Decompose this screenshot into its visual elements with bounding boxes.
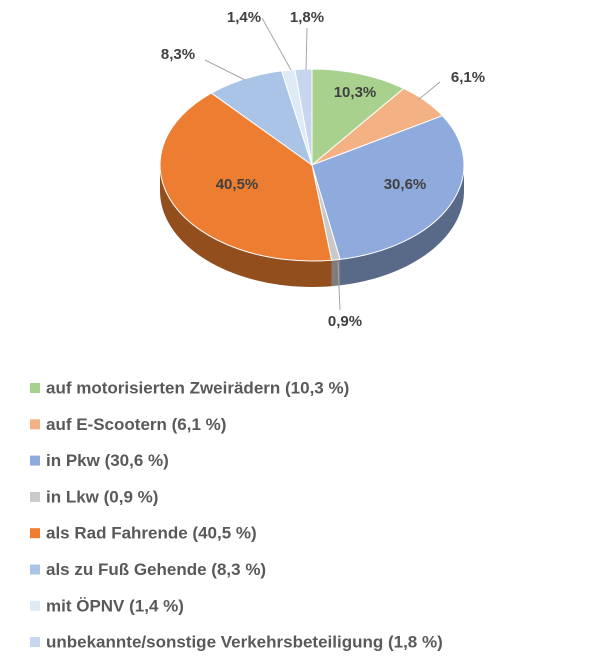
leader-line bbox=[305, 27, 308, 71]
legend-label: unbekannte/sonstige Verkehrsbeteiligung … bbox=[46, 633, 443, 652]
data-label: 8,3% bbox=[161, 46, 195, 63]
legend-label: als Rad Fahrende (40,5 %) bbox=[46, 524, 257, 543]
data-label: 0,9% bbox=[328, 313, 362, 330]
legend-swatch bbox=[30, 419, 40, 430]
slice-side bbox=[340, 165, 464, 286]
legend-swatch bbox=[30, 564, 40, 575]
slice-side bbox=[160, 165, 332, 287]
legend-swatch bbox=[30, 455, 40, 466]
leader-line bbox=[204, 59, 246, 81]
legend-label: als zu Fuß Gehende (8,3 %) bbox=[46, 560, 266, 579]
slice bbox=[294, 68, 313, 166]
data-label: 1,4% bbox=[227, 9, 261, 26]
legend-swatch bbox=[30, 491, 40, 502]
data-label: 1,8% bbox=[290, 9, 324, 26]
legend-label: auf E-Scootern (6,1 %) bbox=[46, 415, 226, 434]
data-label: 10,3% bbox=[334, 84, 377, 101]
data-label: 6,1% bbox=[451, 69, 485, 86]
legend-swatch bbox=[30, 528, 40, 539]
data-label: 40,5% bbox=[216, 176, 259, 193]
data-label: 30,6% bbox=[384, 176, 427, 193]
slice bbox=[311, 115, 465, 260]
legend-label: in Pkw (30,6 %) bbox=[46, 451, 169, 470]
legend-label: auf motorisierten Zweirädern (10,3 %) bbox=[46, 378, 349, 397]
legend-label: mit ÖPNV (1,4 %) bbox=[46, 596, 184, 615]
leader-line bbox=[337, 261, 341, 311]
legend-swatch bbox=[30, 637, 40, 648]
legend-swatch bbox=[30, 600, 40, 611]
legend-label: in Lkw (0,9 %) bbox=[46, 487, 158, 506]
slice bbox=[311, 68, 405, 167]
leader-line bbox=[417, 81, 441, 101]
leader-line bbox=[261, 17, 292, 71]
legend-swatch bbox=[30, 383, 40, 393]
slice bbox=[159, 92, 333, 262]
